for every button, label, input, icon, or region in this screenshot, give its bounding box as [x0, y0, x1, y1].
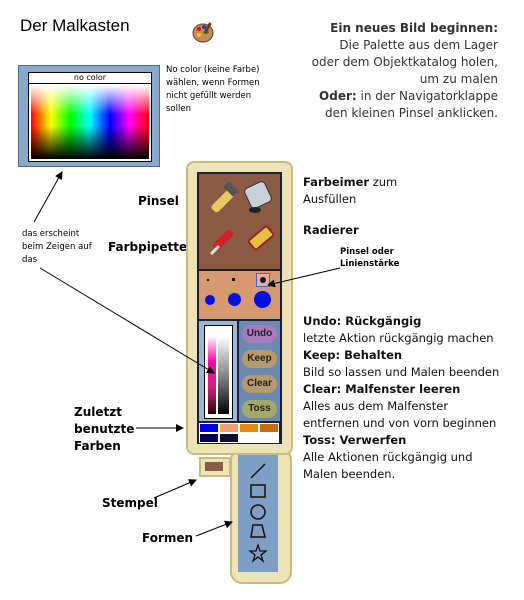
label-farbpipette: Farbpipette	[108, 240, 188, 254]
farbeimer-rest: zum	[369, 175, 398, 189]
brush-size-area	[199, 271, 280, 319]
rectangle-shape-icon[interactable]	[250, 484, 266, 498]
label-recent-2: benutzte	[74, 422, 135, 436]
label-recent-1: Zuletzt	[74, 405, 122, 419]
paint-palette: Undo Keep Clear Toss	[186, 161, 293, 455]
recent-colors	[199, 423, 280, 443]
toss-desc-text-1: Alle Aktionen rückgängig und	[303, 450, 473, 464]
appears-note-2: beim Zeigen auf	[22, 242, 92, 252]
intro-line-6: den kleinen Pinsel anklicken.	[324, 106, 498, 120]
size-dot-1[interactable]	[207, 279, 209, 281]
color-picker-mini[interactable]	[199, 321, 237, 421]
brush-size-1: Pinsel oder	[340, 247, 394, 257]
color-spectrum[interactable]	[31, 85, 149, 159]
line-shape-icon[interactable]	[250, 463, 266, 479]
intro-text: Ein neues Bild beginnen: Die Palette aus…	[192, 20, 498, 122]
label-brush-size: Pinsel oder Linienstärke	[340, 246, 399, 270]
toss-desc-title: Toss: Verwerfen	[303, 433, 407, 447]
farbeimer-line-2: Ausfüllen	[303, 192, 357, 206]
palette-icon	[192, 20, 216, 49]
toss-button[interactable]: Toss	[242, 400, 277, 418]
recent-color-3[interactable]	[239, 423, 259, 433]
appears-note: das erscheint beim Zeigen auf das	[22, 228, 122, 267]
paint-bucket-icon[interactable]	[243, 180, 272, 213]
clear-desc-text-2: entfernen und von vorn beginnen	[303, 416, 497, 430]
polygon-shape-icon[interactable]	[250, 524, 266, 538]
keep-desc-title: Keep: Behalten	[303, 348, 403, 362]
no-color-note-4: sollen	[166, 104, 191, 114]
label-stempel: Stempel	[102, 496, 158, 510]
label-radierer: Radierer	[303, 222, 359, 239]
no-color-note-2: wählen, wenn Formen	[166, 78, 260, 88]
farbeimer-bold: Farbeimer	[303, 175, 370, 189]
clear-desc-text-1: Alles aus dem Malfenster	[303, 399, 449, 413]
star-shape-icon[interactable]	[248, 542, 268, 563]
color-picker-popup: no color	[18, 65, 160, 167]
intro-line-2: Die Palette aus dem Lager	[339, 38, 498, 52]
undo-desc-text: letzte Aktion rückgängig machen	[303, 331, 494, 345]
intro-line-5: in der Navigatorklappe	[356, 89, 498, 103]
intro-bold-1: Ein neues Bild beginnen:	[330, 21, 498, 35]
shapes-bar	[230, 448, 292, 584]
no-color-option[interactable]: no color	[29, 73, 151, 84]
label-recent-3: Farben	[74, 439, 121, 453]
brush-size-2: Linienstärke	[340, 259, 400, 269]
recent-color-7[interactable]	[239, 433, 259, 443]
recent-color-5[interactable]	[199, 433, 219, 443]
recent-color-2[interactable]	[219, 423, 239, 433]
size-dot-3[interactable]	[256, 273, 270, 287]
clear-button[interactable]: Clear	[242, 375, 277, 393]
undo-desc-title: Undo: Rückgängig	[303, 314, 422, 328]
size-dot-4[interactable]	[205, 295, 215, 305]
radierer-bold: Radierer	[303, 223, 359, 237]
eraser-icon[interactable]	[247, 225, 275, 251]
undo-button[interactable]: Undo	[242, 325, 277, 343]
stamp-tool[interactable]	[199, 457, 231, 477]
keep-button[interactable]: Keep	[242, 350, 277, 368]
label-formen: Formen	[142, 531, 194, 545]
toss-desc-text-2: Malen beenden.	[303, 467, 396, 481]
clear-desc-title: Clear: Malfenster leeren	[303, 382, 461, 396]
recent-color-8[interactable]	[259, 433, 279, 443]
recent-color-4[interactable]	[259, 423, 279, 433]
recent-color-1[interactable]	[199, 423, 219, 433]
size-dot-6[interactable]	[254, 291, 271, 308]
recent-color-6[interactable]	[219, 433, 239, 443]
label-recent-colors: Zuletzt benutzte Farben	[74, 404, 134, 455]
action-buttons: Undo Keep Clear Toss	[239, 321, 280, 421]
no-color-note-1: No color (keine Farbe)	[166, 65, 260, 75]
intro-line-4: um zu malen	[419, 72, 498, 86]
intro-bold-2: Oder:	[319, 89, 357, 103]
intro-line-3: oder dem Objektkatalog holen,	[311, 55, 498, 69]
ellipse-shape-icon[interactable]	[250, 504, 266, 520]
brush-icon[interactable]	[210, 181, 239, 213]
appears-note-1: das erscheint	[22, 229, 80, 239]
keep-desc-text: Bild so lassen und Malen beenden	[303, 365, 500, 379]
eyedropper-icon[interactable]	[209, 229, 234, 256]
stamp-icon	[205, 462, 223, 471]
label-farbeimer: Farbeimer zum Ausfüllen	[303, 174, 397, 208]
size-dot-2[interactable]	[232, 278, 235, 281]
no-color-note: No color (keine Farbe) wählen, wenn Form…	[166, 64, 296, 116]
size-dot-5[interactable]	[228, 293, 241, 306]
button-descriptions: Undo: Rückgängig letzte Aktion rückgängi…	[303, 313, 518, 483]
label-pinsel: Pinsel	[138, 194, 179, 208]
page-title: Der Malkasten	[20, 16, 130, 35]
no-color-note-3: nicht gefüllt werden	[166, 91, 252, 101]
tool-area	[199, 174, 280, 269]
appears-note-3: das	[22, 255, 38, 265]
